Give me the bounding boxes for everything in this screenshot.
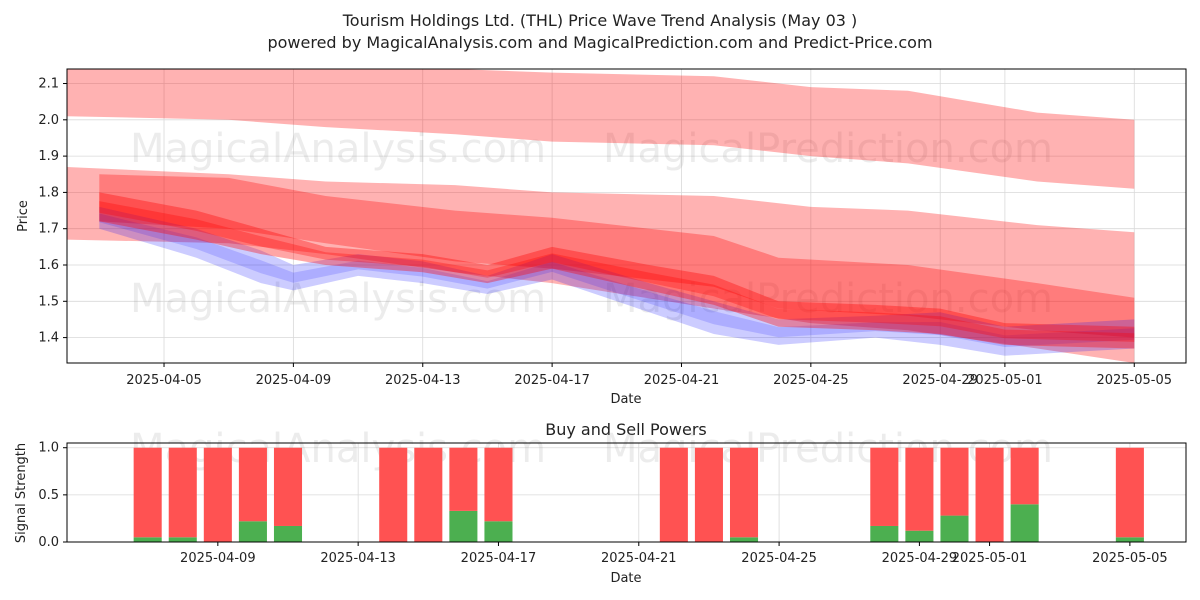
buy-bar	[273, 525, 303, 542]
signal-y-axis-label: Signal Strength	[14, 443, 29, 543]
sell-bar	[870, 447, 899, 526]
price-y-tick-label: 1.9	[38, 149, 59, 164]
signal-bars	[133, 447, 1144, 542]
price-x-tick-label: 2025-04-09	[256, 373, 332, 388]
signal-x-tick-label: 2025-05-05	[1092, 551, 1168, 566]
signal-x-tick-label: 2025-04-17	[461, 551, 537, 566]
signal-plot-frame	[66, 442, 1187, 543]
buy-bar	[168, 537, 197, 542]
band-core-price-wave-red	[99, 201, 1135, 342]
band-price-wave-blue	[99, 206, 1135, 356]
price-x-tick-label: 2025-04-29	[902, 373, 978, 388]
sell-bar	[1115, 447, 1144, 538]
buy-bar	[238, 521, 267, 542]
price-y-tick-label: 1.4	[38, 331, 59, 346]
price-plot-frame	[66, 68, 1187, 364]
price-y-tick-label: 2.0	[38, 113, 59, 128]
band-upper-band	[67, 69, 1135, 189]
sell-bar	[133, 447, 162, 538]
buy-bar	[729, 537, 759, 542]
sell-bar	[168, 447, 197, 538]
chart-subtitle: powered by MagicalAnalysis.com and Magic…	[267, 33, 932, 52]
buy-bar	[449, 510, 478, 542]
price-x-tick-label: 2025-05-05	[1096, 373, 1172, 388]
sell-bar	[484, 447, 513, 522]
signal-y-tick-label: 0.5	[38, 488, 59, 503]
price-x-tick-label: 2025-04-05	[126, 373, 202, 388]
price-x-axis-label: Date	[610, 392, 641, 407]
sell-bar	[414, 447, 443, 542]
buy-bar	[940, 515, 969, 542]
band-wide-band	[67, 167, 1135, 363]
buy-bar	[1115, 537, 1144, 542]
buy-bar	[1010, 504, 1039, 542]
price-y-tick-label: 1.8	[38, 185, 59, 200]
sell-bar	[1010, 447, 1039, 505]
signal-x-tick-label: 2025-04-13	[320, 551, 396, 566]
sell-bar	[940, 447, 969, 516]
watermark-analysis: MagicalAnalysis.com	[130, 276, 546, 322]
signal-x-ticks: 2025-04-09 2025-04-13 2025-04-17 2025-04-21…	[180, 542, 1168, 566]
signal-x-axis-label: Date	[610, 571, 641, 586]
sell-bar	[659, 447, 688, 542]
signal-x-tick-label: 2025-04-21	[601, 551, 677, 566]
buy-bar	[133, 537, 162, 542]
signal-chart: Buy and Sell Powers MagicalAnalysis.com …	[14, 420, 1187, 586]
price-chart: MagicalAnalysis.com MagicalPrediction.co…	[16, 68, 1187, 407]
sell-bar	[975, 447, 1004, 542]
price-y-tick-label: 1.6	[38, 258, 59, 273]
chart-title: Tourism Holdings Ltd. (THL) Price Wave T…	[342, 11, 858, 30]
price-bands	[67, 69, 1135, 363]
sell-bar	[905, 447, 934, 531]
watermark-prediction: MagicalPrediction.com	[603, 276, 1053, 322]
signal-x-tick-label: 2025-04-25	[741, 551, 817, 566]
price-x-ticks: 2025-04-05 2025-04-09 2025-04-13 2025-04-17…	[126, 363, 1172, 388]
price-x-tick-label: 2025-04-13	[385, 373, 461, 388]
price-x-tick-label: 2025-04-25	[773, 373, 849, 388]
price-x-tick-label: 2025-04-17	[514, 373, 590, 388]
watermark-prediction: MagicalPrediction.com	[603, 126, 1053, 172]
price-y-tick-label: 1.5	[38, 294, 59, 309]
price-x-tick-label: 2025-04-21	[644, 373, 720, 388]
sell-bar	[203, 447, 232, 542]
signal-x-tick-label: 2025-04-29	[882, 551, 958, 566]
price-watermarks: MagicalAnalysis.com MagicalPrediction.co…	[130, 126, 1053, 322]
buy-bar	[870, 525, 899, 542]
price-y-tick-label: 2.1	[38, 77, 59, 92]
band-price-wave-red	[99, 192, 1135, 349]
sell-bar	[273, 447, 303, 526]
signal-y-tick-label: 0.0	[38, 535, 59, 550]
buy-bar	[484, 521, 513, 542]
price-grid	[67, 69, 1186, 363]
sell-bar	[238, 447, 267, 522]
price-y-axis-label: Price	[16, 200, 31, 232]
signal-chart-title: Buy and Sell Powers	[545, 420, 707, 439]
sell-bar	[729, 447, 759, 538]
watermark-analysis: MagicalAnalysis.com	[130, 126, 546, 172]
signal-y-tick-label: 1.0	[38, 441, 59, 456]
band-mid-band	[99, 174, 1135, 338]
signal-x-tick-label: 2025-04-09	[180, 551, 256, 566]
signal-x-tick-label: 2025-05-01	[952, 551, 1028, 566]
price-x-tick-label: 2025-05-01	[967, 373, 1043, 388]
signal-y-ticks: 0.0 0.5 1.0	[38, 441, 67, 550]
buy-bar	[905, 530, 934, 542]
sell-bar	[694, 447, 723, 542]
sell-bar	[379, 447, 408, 542]
sell-bar	[449, 447, 478, 511]
price-y-tick-label: 1.7	[38, 222, 59, 237]
price-y-ticks: 1.4 1.5 1.6 1.7 1.8 1.9 2.0 2.1	[38, 77, 67, 346]
